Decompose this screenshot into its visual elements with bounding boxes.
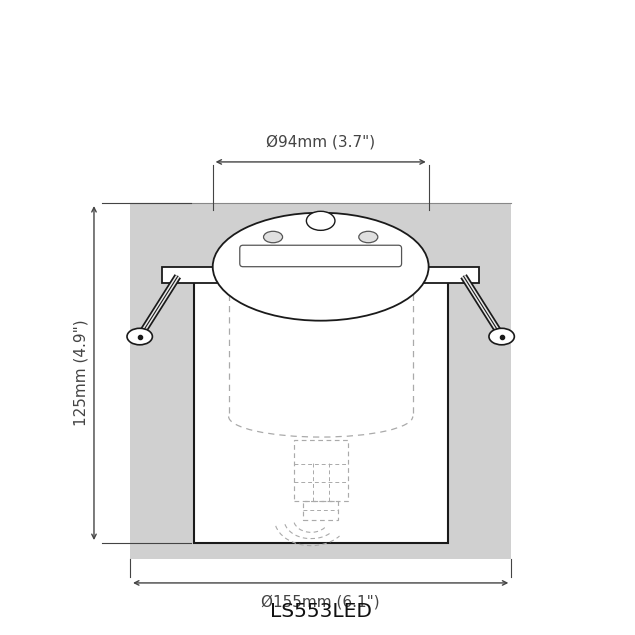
Bar <box>162 267 479 283</box>
Text: 125mm (4.9"): 125mm (4.9") <box>74 320 89 426</box>
Bar <box>130 203 511 559</box>
Text: Ø155mm (6.1"): Ø155mm (6.1") <box>262 594 380 610</box>
Ellipse shape <box>359 231 378 243</box>
Bar <box>293 440 348 500</box>
Ellipse shape <box>306 211 335 231</box>
FancyBboxPatch shape <box>240 245 401 267</box>
Ellipse shape <box>213 213 429 321</box>
Ellipse shape <box>489 328 514 345</box>
Ellipse shape <box>127 328 152 345</box>
FancyArrowPatch shape <box>217 160 424 164</box>
FancyArrowPatch shape <box>92 208 96 538</box>
Text: Ø94mm (3.7"): Ø94mm (3.7") <box>266 134 375 149</box>
Bar <box>303 500 338 519</box>
FancyArrowPatch shape <box>135 581 507 585</box>
Bar <box>194 279 448 543</box>
Ellipse shape <box>264 231 283 243</box>
Text: LS553LED: LS553LED <box>270 602 371 621</box>
